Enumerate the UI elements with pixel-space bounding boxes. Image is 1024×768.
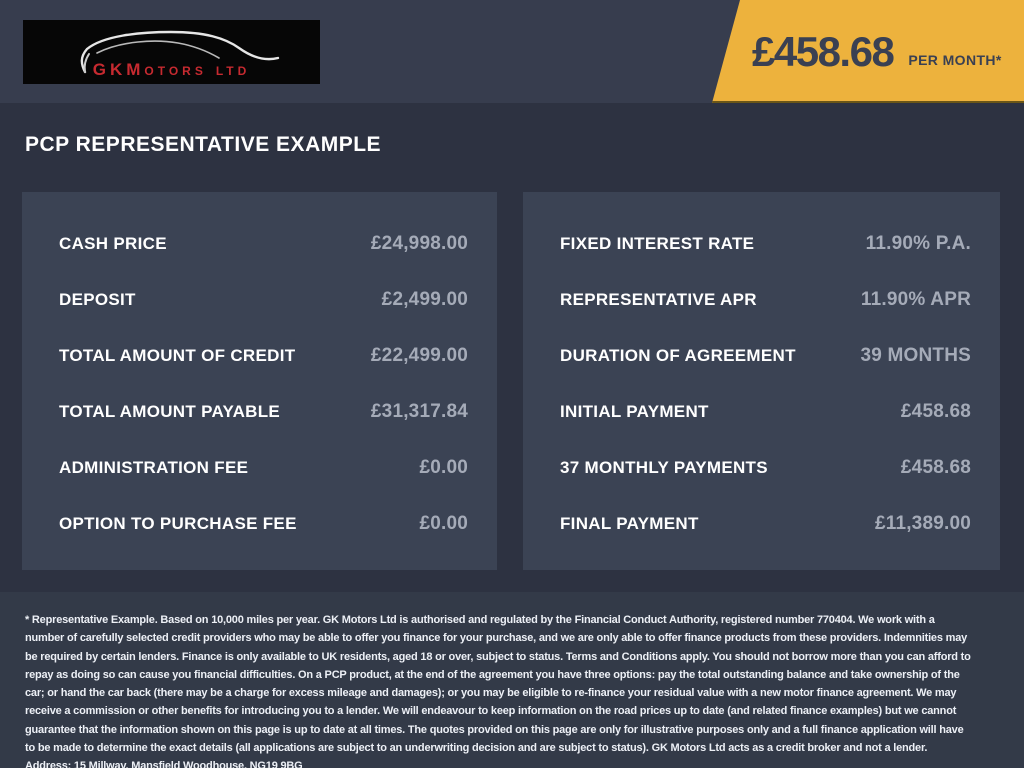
footer: * Representative Example. Based on 10,00… [0,592,1024,768]
finance-row-value: £458.68 [900,457,971,478]
finance-row-label: ADMINISTRATION FEE [59,458,249,477]
finance-row-label: TOTAL AMOUNT OF CREDIT [59,346,296,365]
logo-text-otors: OTORS [144,64,207,78]
finance-row-final-payment: FINAL PAYMENT £11,389.00 [560,496,971,552]
finance-row-label: FIXED INTEREST RATE [560,234,755,253]
finance-row-interest-rate: FIXED INTEREST RATE 11.90% P.A. [560,216,971,272]
dealer-logo-text: GKMOTORS LTD [23,61,320,79]
header: GKMOTORS LTD £458.68 PER MONTH* [0,0,1024,103]
finance-row-value: £0.00 [419,513,468,534]
finance-row-total-payable: TOTAL AMOUNT PAYABLE £31,317.84 [59,384,468,440]
finance-row-label: 37 MONTHLY PAYMENTS [560,458,768,477]
finance-row-value: 39 MONTHS [860,345,971,366]
finance-row-initial-payment: INITIAL PAYMENT £458.68 [560,384,971,440]
finance-row-monthly-payments: 37 MONTHLY PAYMENTS £458.68 [560,440,971,496]
finance-row-label: INITIAL PAYMENT [560,402,709,421]
car-silhouette-icon [80,30,280,74]
monthly-price: £458.68 [752,27,895,75]
finance-row-label: TOTAL AMOUNT PAYABLE [59,402,281,421]
finance-panel-right: FIXED INTEREST RATE 11.90% P.A. REPRESEN… [523,192,1000,570]
finance-row-duration: DURATION OF AGREEMENT 39 MONTHS [560,328,971,384]
dealer-logo[interactable]: GKMOTORS LTD [23,20,320,84]
monthly-price-suffix: PER MONTH* [908,51,1002,68]
finance-row-admin-fee: ADMINISTRATION FEE £0.00 [59,440,468,496]
finance-row-value: £22,499.00 [370,345,468,366]
finance-row-label: CASH PRICE [59,234,167,253]
finance-row-value: £31,317.84 [370,401,468,422]
disclaimer-text: * Representative Example. Based on 10,00… [25,614,971,768]
finance-row-deposit: DEPOSIT £2,499.00 [59,272,468,328]
finance-row-option-fee: OPTION TO PURCHASE FEE £0.00 [59,496,468,552]
finance-row-value: £458.68 [900,401,971,422]
finance-row-total-credit: TOTAL AMOUNT OF CREDIT £22,499.00 [59,328,468,384]
finance-panel-left: CASH PRICE £24,998.00 DEPOSIT £2,499.00 … [22,192,497,570]
price-banner: £458.68 PER MONTH* [712,0,1024,103]
logo-text-gk: GK [92,60,127,79]
logo-text-m: M [126,60,145,79]
logo-text-ltd: LTD [215,64,251,78]
finance-row-cash-price: CASH PRICE £24,998.00 [59,216,468,272]
finance-row-value: £11,389.00 [874,513,971,534]
finance-row-apr: REPRESENTATIVE APR 11.90% APR [560,272,971,328]
finance-row-label: FINAL PAYMENT [560,514,699,533]
finance-row-label: REPRESENTATIVE APR [560,290,757,309]
finance-row-label: DEPOSIT [59,290,136,309]
page-title: PCP REPRESENTATIVE EXAMPLE [25,133,382,156]
finance-row-value: £0.00 [419,457,468,478]
finance-row-value: £24,998.00 [370,233,468,254]
finance-row-value: £2,499.00 [381,289,468,310]
finance-row-value: 11.90% P.A. [865,233,971,254]
finance-row-label: OPTION TO PURCHASE FEE [59,514,297,533]
finance-row-label: DURATION OF AGREEMENT [560,346,796,365]
finance-row-value: 11.90% APR [860,289,971,310]
